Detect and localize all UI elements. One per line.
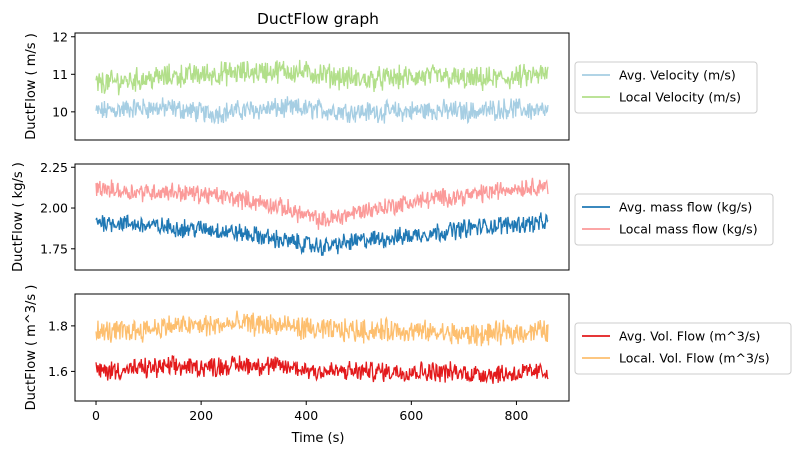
axes-frame: [74, 32, 570, 141]
series-line-1-2: [95, 59, 549, 96]
panel-2: 1.75 2.00 2.25 DuctFlow ( kg/s ) Avg. mass f…: [11, 160, 774, 272]
legend-entry: Local Velocity (m/s): [619, 90, 741, 105]
axes-frame: [74, 293, 570, 402]
legend-entry: Avg. Velocity (m/s): [619, 68, 736, 83]
y-tick-label: 1.6: [48, 364, 68, 379]
series-line-3-1: [95, 355, 549, 384]
legend-box: [574, 193, 774, 246]
legend-box: [574, 322, 792, 375]
y-axis-label: DuctFlow ( m^3/s ): [24, 285, 39, 411]
series-line-2-2: [95, 177, 549, 230]
x-tick-label: 0: [92, 408, 100, 423]
series-line-2-1: [95, 212, 549, 256]
legend: Avg. mass flow (kg/s) Local mass flow (kg…: [574, 193, 774, 246]
y-axis-label: DuctFlow ( m/s ): [24, 33, 39, 140]
y-tick-label: 11: [52, 67, 68, 82]
y-axis-label: DuctFlow ( kg/s ): [11, 162, 26, 272]
x-axis-label: Time (s): [291, 431, 345, 446]
legend-entry: Avg. mass flow (kg/s): [619, 200, 752, 215]
series-line-1-1: [95, 96, 549, 125]
y-tick-label: 2.25: [40, 160, 68, 175]
y-tick-label: 2.00: [40, 201, 68, 216]
y-tick-label: 1.8: [48, 318, 68, 333]
legend-entry: Avg. Vol. Flow (m^3/s): [619, 329, 760, 344]
x-tick-label: 200: [189, 408, 213, 423]
x-tick-label: 800: [505, 408, 529, 423]
x-tick-label: 400: [294, 408, 318, 423]
figure-title: DuctFlow graph: [257, 10, 379, 28]
panel-1: 10 11 12 DuctFlow ( m/s ) Avg. Velocity (m/s…: [24, 29, 758, 141]
legend-entry: Local mass flow (kg/s): [619, 222, 758, 237]
panel-3: 1.6 1.8 0 200 400 600 800 DuctFlow ( m^3/s ) Avg…: [24, 285, 792, 423]
legend-entry: Local. Vol. Flow (m^3/s): [619, 351, 770, 366]
y-tick-label: 10: [52, 104, 68, 119]
axes-frame: [74, 163, 570, 271]
x-tick-label: 600: [399, 408, 423, 423]
y-tick-label: 12: [52, 29, 68, 44]
series-line-3-2: [95, 310, 549, 347]
legend: Avg. Velocity (m/s) Local Velocity (m/s): [574, 61, 758, 114]
legend: Avg. Vol. Flow (m^3/s) Local. Vol. Flow (…: [574, 322, 792, 375]
chart-panels: 10 11 12 DuctFlow ( m/s ) Avg. Velocity (m/s…: [11, 29, 792, 423]
legend-box: [574, 61, 758, 114]
y-tick-label: 1.75: [40, 241, 68, 256]
